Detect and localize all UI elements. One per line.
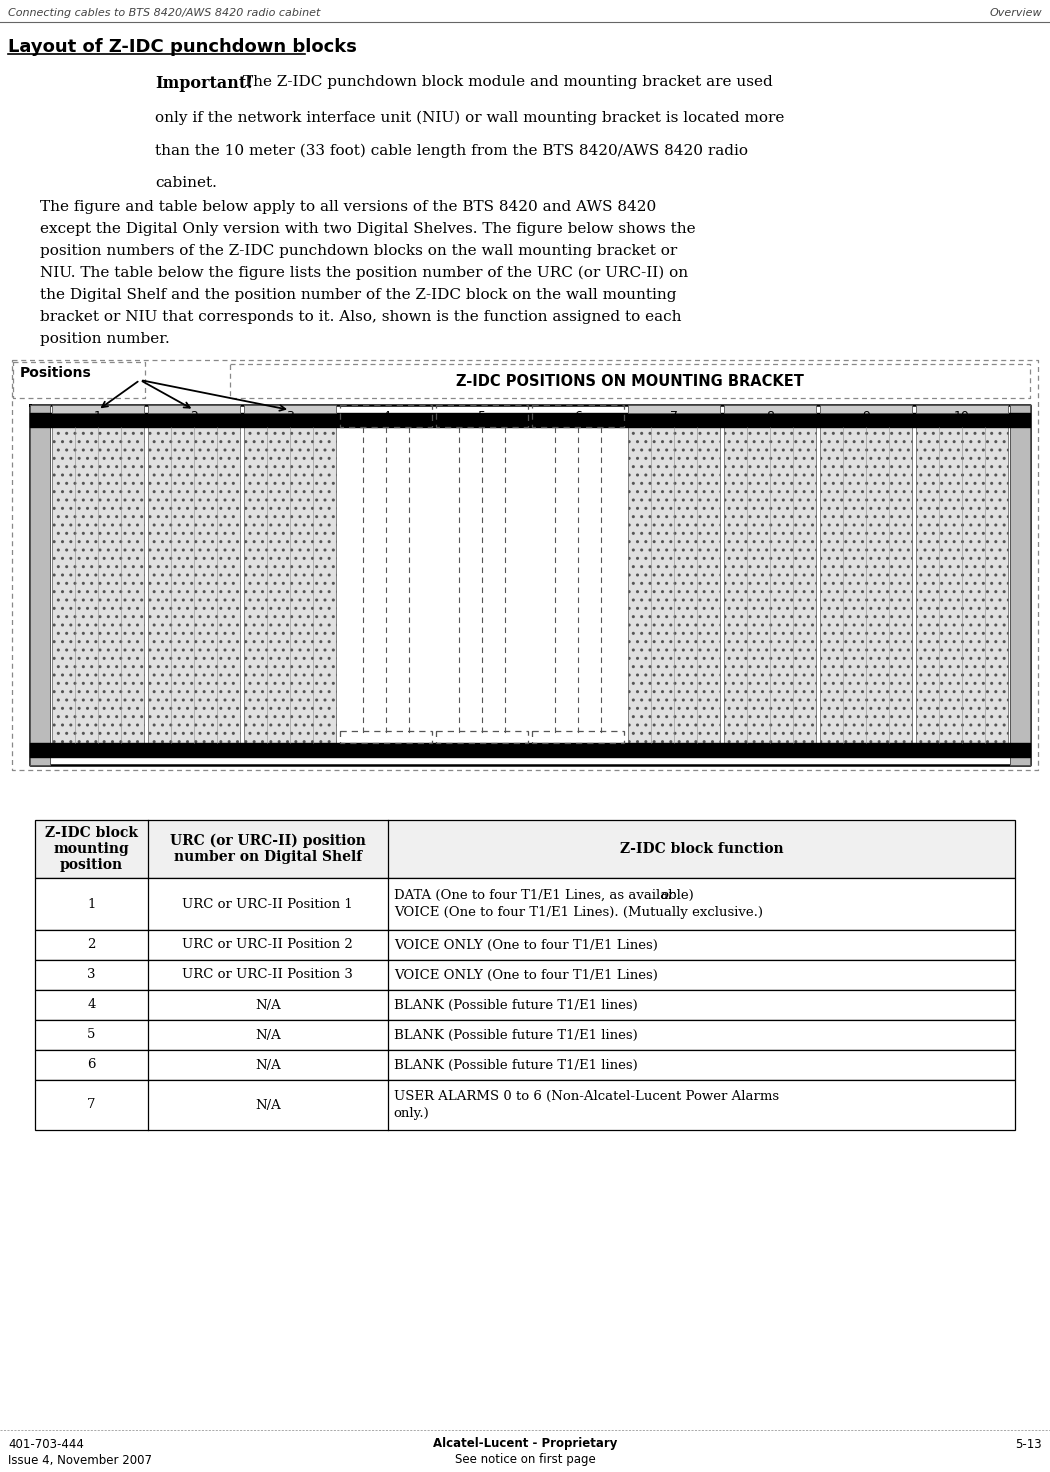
Text: Layout of Z-IDC punchdown blocks: Layout of Z-IDC punchdown blocks: [8, 38, 357, 56]
Text: 2: 2: [87, 939, 96, 951]
Text: 401-703-444: 401-703-444: [8, 1438, 84, 1451]
Bar: [916, 427, 1008, 743]
Bar: [244, 427, 336, 743]
Text: URC or URC-II Position 3: URC or URC-II Position 3: [183, 969, 353, 982]
Text: NIU. The table below the figure lists the position number of the URC (or URC-II): NIU. The table below the figure lists th…: [40, 266, 688, 280]
Text: only.): only.): [394, 1107, 429, 1120]
Bar: [820, 427, 912, 743]
Text: 7: 7: [87, 1098, 96, 1111]
Text: URC or URC-II Position 2: URC or URC-II Position 2: [183, 939, 353, 951]
Text: N/A: N/A: [255, 998, 280, 1011]
Text: Issue 4, November 2007: Issue 4, November 2007: [8, 1454, 152, 1468]
Bar: [148, 405, 240, 414]
Text: N/A: N/A: [255, 1098, 280, 1111]
Text: BLANK (Possible future T1/E1 lines): BLANK (Possible future T1/E1 lines): [394, 1058, 637, 1072]
Text: 3: 3: [286, 409, 294, 422]
Text: Overview: Overview: [989, 7, 1042, 18]
Text: 5: 5: [478, 409, 486, 422]
Bar: [724, 405, 816, 414]
Text: 10: 10: [954, 409, 970, 422]
Bar: [52, 427, 144, 743]
Bar: [244, 405, 336, 414]
Text: Z-IDC block
mounting
position: Z-IDC block mounting position: [45, 826, 138, 873]
Text: the Digital Shelf and the position number of the Z-IDC block on the wall mountin: the Digital Shelf and the position numbe…: [40, 289, 676, 302]
Text: The Z-IDC punchdown block module and mounting bracket are used: The Z-IDC punchdown block module and mou…: [243, 75, 773, 88]
Bar: [35, 877, 1015, 930]
Text: 4: 4: [382, 409, 390, 422]
Bar: [724, 427, 816, 743]
Text: position number.: position number.: [40, 333, 170, 346]
Text: 3: 3: [87, 969, 96, 982]
Text: VOICE ONLY (One to four T1/E1 Lines): VOICE ONLY (One to four T1/E1 Lines): [394, 969, 657, 982]
Bar: [35, 960, 1015, 991]
Bar: [35, 930, 1015, 960]
Bar: [35, 1020, 1015, 1050]
Text: Z-IDC POSITIONS ON MOUNTING BRACKET: Z-IDC POSITIONS ON MOUNTING BRACKET: [456, 374, 804, 389]
Text: 8: 8: [766, 409, 774, 422]
Bar: [52, 405, 144, 414]
Text: only if the network interface unit (NIU) or wall mounting bracket is located mor: only if the network interface unit (NIU)…: [155, 110, 784, 125]
Text: N/A: N/A: [255, 1058, 280, 1072]
Bar: [35, 1050, 1015, 1080]
Text: Alcatel-Lucent - Proprietary: Alcatel-Lucent - Proprietary: [433, 1437, 617, 1450]
Text: 9: 9: [862, 409, 870, 422]
Bar: [916, 405, 1008, 414]
Text: N/A: N/A: [255, 1029, 280, 1042]
Text: BLANK (Possible future T1/E1 lines): BLANK (Possible future T1/E1 lines): [394, 1029, 637, 1042]
Text: except the Digital Only version with two Digital Shelves. The figure below shows: except the Digital Only version with two…: [40, 222, 695, 236]
Text: 4: 4: [87, 998, 96, 1011]
Text: 1: 1: [87, 898, 96, 911]
Text: 2: 2: [190, 409, 198, 422]
Bar: [35, 1080, 1015, 1130]
Text: VOICE (One to four T1/E1 Lines). (Mutually exclusive.): VOICE (One to four T1/E1 Lines). (Mutual…: [394, 907, 762, 919]
Text: 7: 7: [670, 409, 678, 422]
Text: 5: 5: [87, 1029, 96, 1042]
Text: Positions: Positions: [20, 367, 91, 380]
Bar: [1010, 405, 1030, 765]
Bar: [30, 405, 50, 765]
Text: position numbers of the Z-IDC punchdown blocks on the wall mounting bracket or: position numbers of the Z-IDC punchdown …: [40, 244, 677, 258]
Text: 1: 1: [94, 409, 102, 422]
Text: 6: 6: [87, 1058, 96, 1072]
Bar: [820, 405, 912, 414]
Text: URC or URC-II Position 1: URC or URC-II Position 1: [183, 898, 353, 911]
Text: than the 10 meter (33 foot) cable length from the BTS 8420/AWS 8420 radio: than the 10 meter (33 foot) cable length…: [155, 143, 748, 158]
Text: DATA (One to four T1/E1 Lines, as available): DATA (One to four T1/E1 Lines, as availa…: [394, 889, 698, 902]
Text: or: or: [660, 889, 675, 902]
Text: BLANK (Possible future T1/E1 lines): BLANK (Possible future T1/E1 lines): [394, 998, 637, 1011]
Text: Important!: Important!: [155, 75, 253, 91]
Bar: [35, 991, 1015, 1020]
Text: 6: 6: [574, 409, 582, 422]
Text: cabinet.: cabinet.: [155, 177, 217, 190]
Text: bracket or NIU that corresponds to it. Also, shown is the function assigned to e: bracket or NIU that corresponds to it. A…: [40, 311, 681, 324]
Bar: [35, 820, 1015, 877]
Text: Connecting cables to BTS 8420/AWS 8420 radio cabinet: Connecting cables to BTS 8420/AWS 8420 r…: [8, 7, 320, 18]
Bar: [148, 427, 240, 743]
Text: USER ALARMS 0 to 6 (Non-Alcatel-Lucent Power Alarms: USER ALARMS 0 to 6 (Non-Alcatel-Lucent P…: [394, 1091, 779, 1103]
Text: The figure and table below apply to all versions of the BTS 8420 and AWS 8420: The figure and table below apply to all …: [40, 200, 656, 213]
Text: Z-IDC block function: Z-IDC block function: [620, 842, 783, 857]
Bar: [628, 405, 720, 414]
Bar: [628, 427, 720, 743]
Text: VOICE ONLY (One to four T1/E1 Lines): VOICE ONLY (One to four T1/E1 Lines): [394, 939, 657, 951]
Text: 5-13: 5-13: [1015, 1438, 1042, 1451]
Text: URC (or URC-II) position
number on Digital Shelf: URC (or URC-II) position number on Digit…: [170, 833, 365, 864]
Text: See notice on first page: See notice on first page: [455, 1453, 595, 1466]
